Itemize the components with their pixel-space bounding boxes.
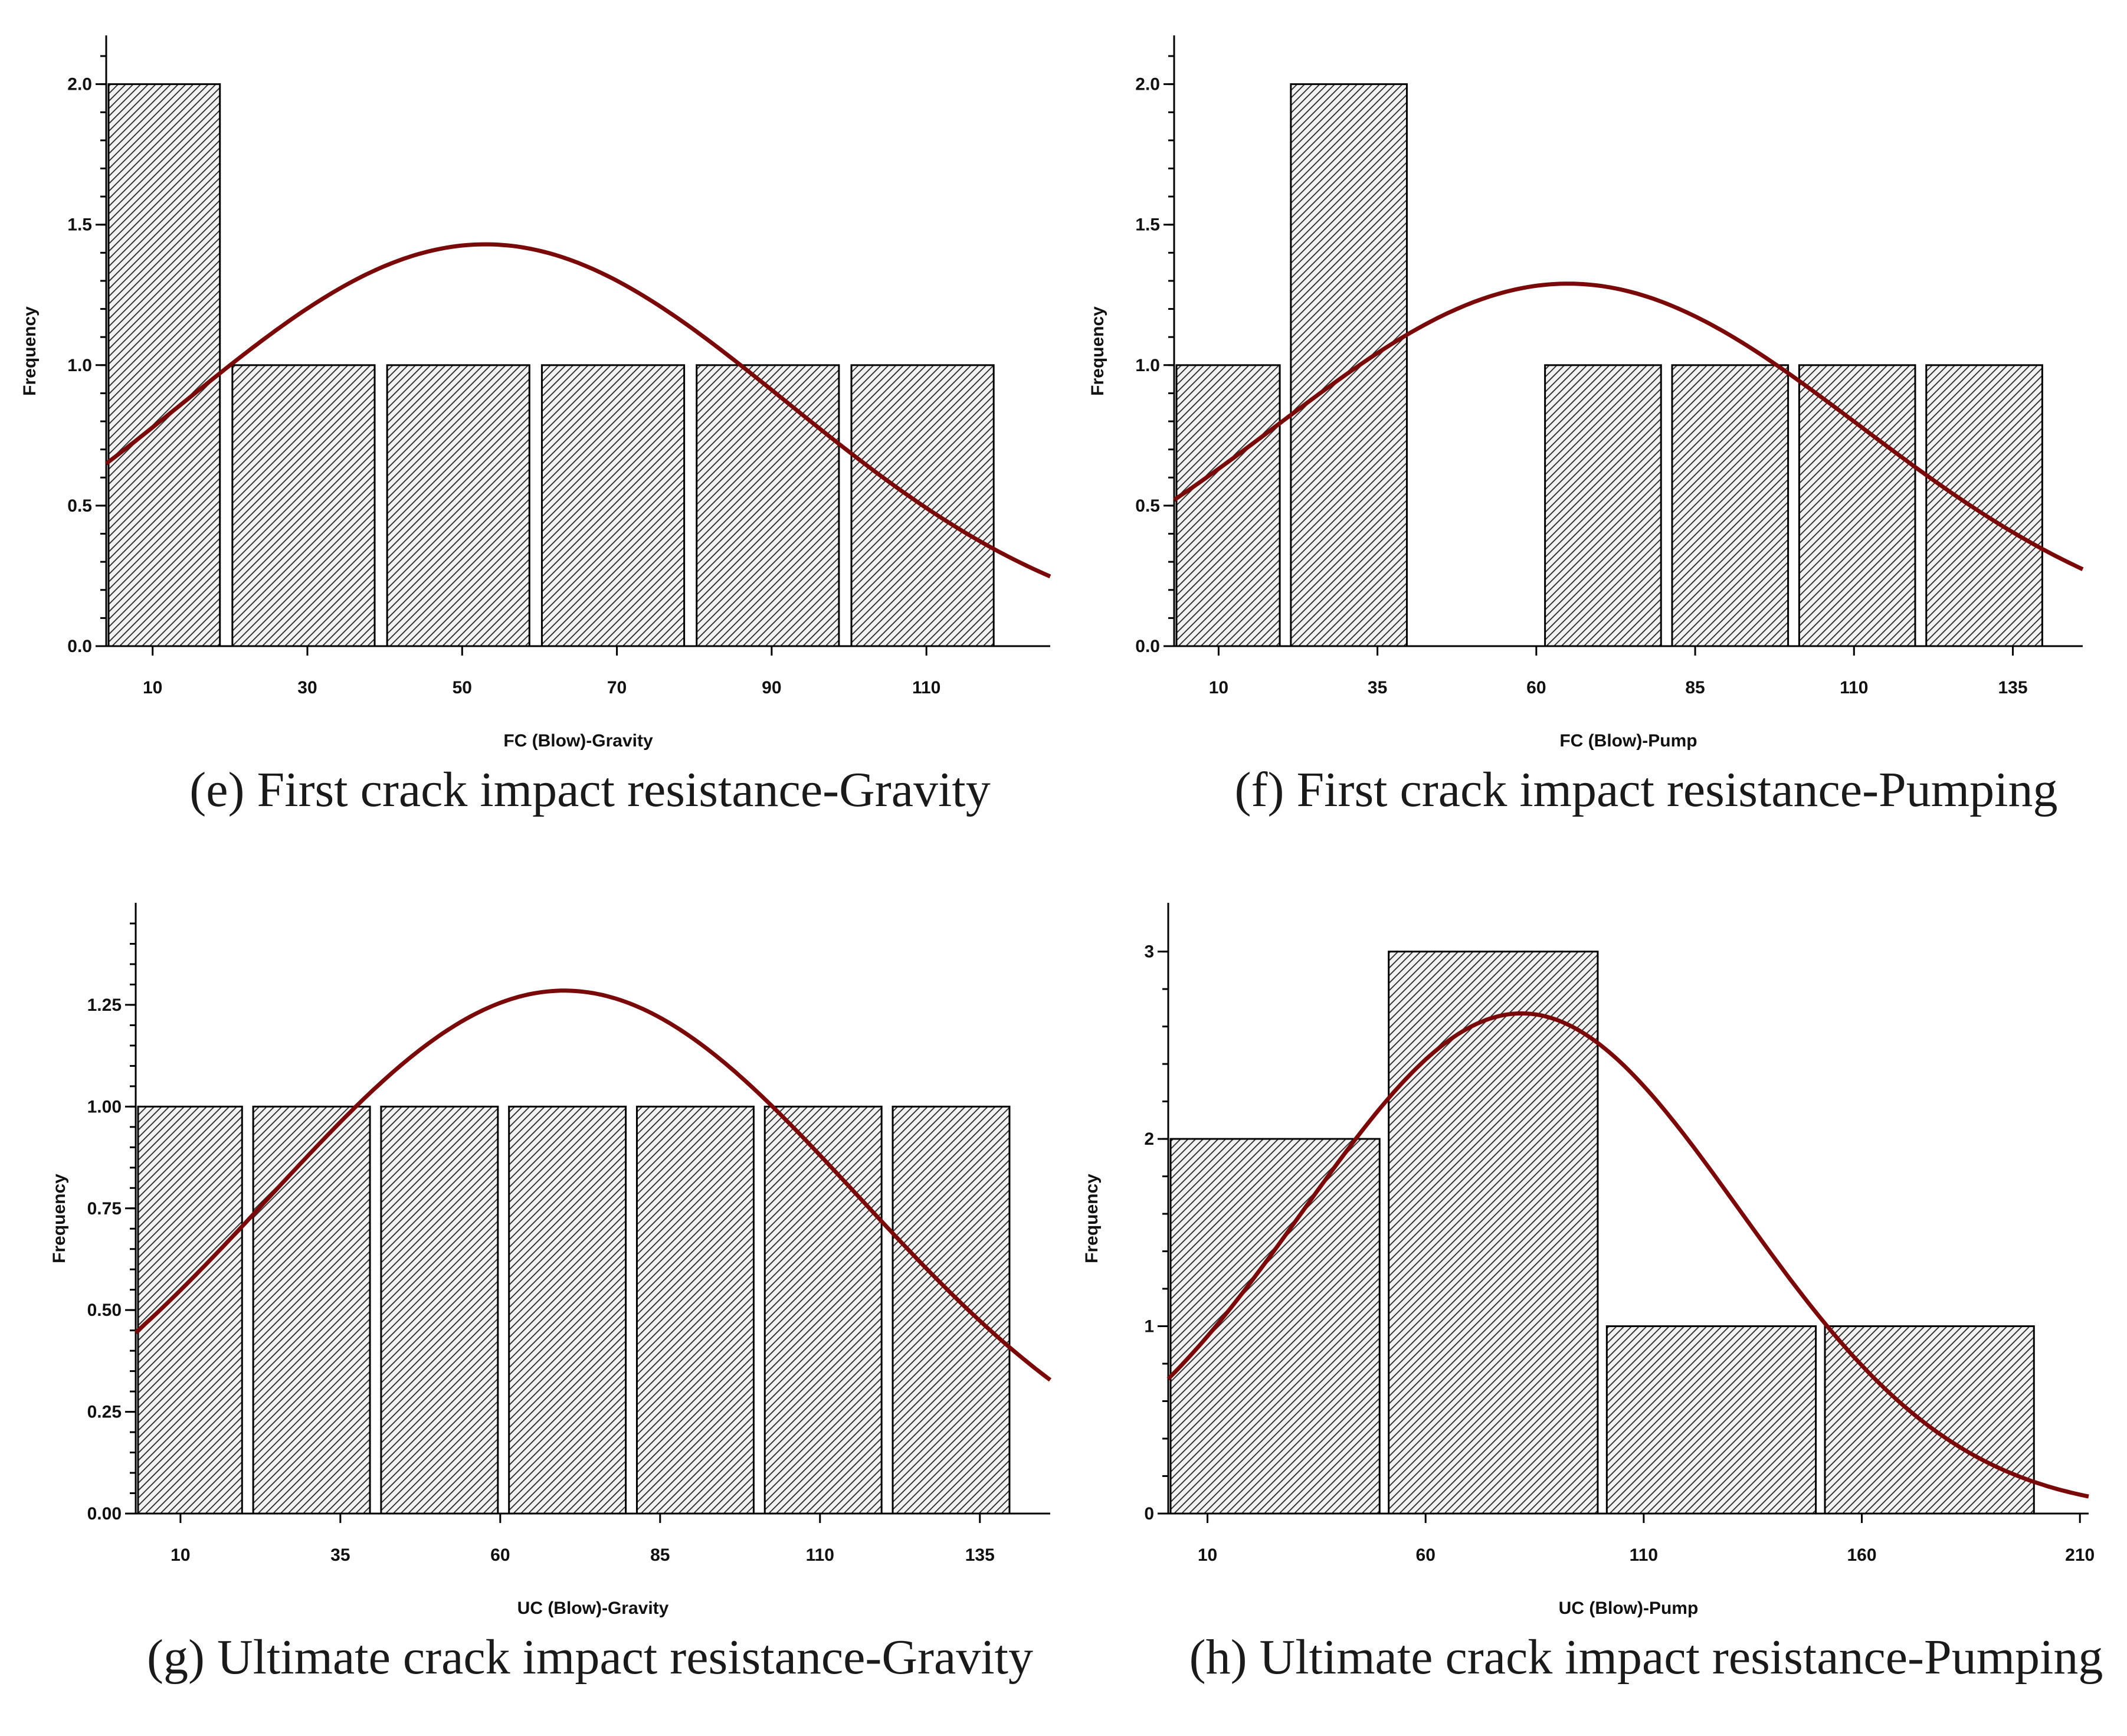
- normal-curve-g: [134, 988, 1052, 1382]
- y-tick-label: 0.00: [87, 1504, 122, 1524]
- x-axis-label: FC (Blow)-Gravity: [503, 731, 653, 751]
- bar-f-4: [1671, 364, 1790, 647]
- bar-f-1: [1175, 364, 1281, 647]
- y-tick-label: 0: [1144, 1504, 1154, 1524]
- x-tick-label: 50: [453, 678, 472, 697]
- x-axis-label: UC (Blow)-Pump: [1559, 1599, 1699, 1618]
- caption-h: (h) Ultimate crack impact resistance-Pum…: [1189, 1630, 2103, 1685]
- x-tick-label: 160: [1847, 1545, 1877, 1565]
- normal-curve-f: [1173, 281, 2084, 571]
- bar-e-4: [540, 364, 686, 647]
- y-tick-label: 1.0: [67, 356, 92, 375]
- x-axis-label: FC (Blow)-Pump: [1559, 731, 1697, 751]
- bar-g-5: [635, 1105, 755, 1515]
- x-tick-label: 85: [1685, 678, 1705, 697]
- bar-e-1: [107, 83, 221, 647]
- bar-e-3: [386, 364, 530, 647]
- x-tick-label: 70: [607, 678, 627, 697]
- y-tick-label: 1.5: [1135, 215, 1160, 235]
- bar-g-3: [380, 1105, 499, 1515]
- bar-f-3: [1544, 364, 1662, 647]
- y-tick-label: 2.0: [67, 75, 92, 94]
- x-tick-label: 90: [762, 678, 781, 697]
- y-tick-label: 0.0: [67, 637, 92, 656]
- x-tick-label: 60: [1526, 678, 1546, 697]
- y-axis-label: Frequency: [20, 306, 40, 396]
- panel-e: 0.0 0.5 1.0 1.5 2.0 10 30 50 70 90 110 FC (Blow)-Gr…: [20, 24, 1074, 761]
- y-tick-label: 0.75: [87, 1199, 122, 1219]
- y-tick-label: 1.0: [1135, 356, 1160, 375]
- bar-f-2: [1290, 83, 1408, 647]
- bar-h-4: [1824, 1325, 2035, 1515]
- bar-h-2: [1388, 951, 1599, 1515]
- y-axis-label: Frequency: [1082, 1174, 1102, 1263]
- x-tick-label: 135: [965, 1545, 995, 1565]
- y-tick-label: 1.00: [87, 1097, 122, 1116]
- bar-g-4: [508, 1105, 627, 1515]
- bar-g-2: [252, 1105, 371, 1515]
- caption-g: (g) Ultimate crack impact resistance-Gra…: [147, 1630, 1033, 1685]
- bar-h-3: [1605, 1325, 1817, 1515]
- x-axis-label: UC (Blow)-Gravity: [517, 1599, 669, 1618]
- caption-e: (e) First crack impact resistance-Gravit…: [189, 762, 991, 817]
- caption-f: (f) First crack impact resistance-Pumpin…: [1234, 762, 2058, 817]
- x-tick-label: 10: [143, 678, 162, 697]
- y-tick-label: 3: [1144, 942, 1154, 962]
- y-tick-label: 0.50: [87, 1301, 122, 1320]
- bar-e-5: [696, 364, 840, 647]
- y-tick-label: 0.5: [67, 496, 92, 516]
- x-tick-label: 35: [1368, 678, 1387, 697]
- x-tick-label: 135: [1998, 678, 2028, 697]
- bar-g-7: [892, 1105, 1011, 1515]
- x-tick-label: 85: [650, 1545, 670, 1565]
- y-tick-label: 2.0: [1135, 75, 1160, 94]
- y-tick-label: 1.5: [67, 215, 92, 235]
- histogram-h: 0 1 2 3 10 60 110 160 210 UC (Blow)-Pump Frequency: [1082, 903, 2095, 1618]
- y-tick-label: 1: [1144, 1317, 1154, 1337]
- bar-g-1: [137, 1105, 243, 1515]
- bar-f-6: [1925, 364, 2043, 647]
- panel-g: 0.00 0.25 0.50 0.75 1.00 1.25 10 35 60 85 110 135 UC…: [35, 879, 1074, 1623]
- x-tick-label: 10: [1198, 1545, 1217, 1565]
- x-tick-label: 110: [912, 678, 940, 697]
- bar-e-2: [231, 364, 376, 647]
- bar-h-1: [1169, 1138, 1381, 1515]
- x-tick-label: 30: [297, 678, 317, 697]
- x-tick-label: 35: [330, 1545, 350, 1565]
- x-tick-label: 60: [1416, 1545, 1436, 1565]
- y-tick-label: 1.25: [87, 995, 122, 1015]
- normal-curve-h: [1166, 1011, 2089, 1499]
- x-tick-label: 110: [1840, 678, 1868, 697]
- y-axis-label: Frequency: [1088, 306, 1107, 396]
- x-tick-label: 10: [1209, 678, 1228, 697]
- y-tick-label: 0.5: [1135, 496, 1160, 516]
- y-axis-label: Frequency: [50, 1174, 69, 1263]
- bar-g-6: [763, 1105, 883, 1515]
- histogram-e: 0.0 0.5 1.0 1.5 2.0 10 30 50 70 90 110 FC (Blow)-Gr…: [20, 35, 1051, 751]
- histogram-g: 0.00 0.25 0.50 0.75 1.00 1.25 10 35 60 85 110 135 UC…: [50, 903, 1052, 1618]
- y-tick-label: 2: [1144, 1129, 1154, 1149]
- panel-h: 0 1 2 3 10 60 110 160 210 UC (Blow)-Pump Frequency: [1082, 879, 2112, 1623]
- x-tick-label: 110: [806, 1545, 834, 1565]
- x-tick-label: 210: [2065, 1545, 2095, 1565]
- x-tick-label: 10: [171, 1545, 190, 1565]
- normal-curve-e: [104, 242, 1051, 579]
- x-tick-label: 110: [1630, 1545, 1658, 1565]
- x-tick-label: 60: [490, 1545, 510, 1565]
- y-tick-label: 0.25: [87, 1403, 122, 1422]
- panel-f: 0.0 0.5 1.0 1.5 2.0 10 35 60 85 110 135 FC (Blow)-P…: [1088, 24, 2112, 761]
- histogram-f: 0.0 0.5 1.0 1.5 2.0 10 35 60 85 110 135 FC (Blow)-P…: [1088, 35, 2084, 751]
- y-tick-label: 0.0: [1135, 637, 1160, 656]
- bar-f-5: [1798, 364, 1916, 647]
